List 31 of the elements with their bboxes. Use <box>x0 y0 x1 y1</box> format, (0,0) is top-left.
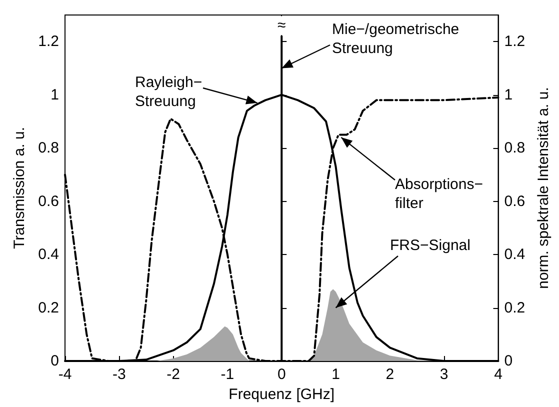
y2-tick-label: 0.8 <box>504 140 526 157</box>
y-tick-label: 0.2 <box>38 299 59 316</box>
y-axis-title: Transmission a. u. <box>11 127 28 249</box>
y-tick-label: 0.4 <box>38 246 59 264</box>
y-tick-label: 1 <box>50 86 59 104</box>
x-tick-label: 4 <box>494 366 502 383</box>
x-tick-label: -2 <box>166 366 180 383</box>
y-tick-label: 0 <box>50 352 59 370</box>
annotation: Rayleigh− Streuung <box>135 74 202 110</box>
x-tick-label: -4 <box>58 366 72 383</box>
y-tick-label: 1.2 <box>38 33 59 50</box>
y2-tick-label: 0.6 <box>504 192 526 210</box>
annotation: Absorptions− filter <box>395 176 484 212</box>
x-tick-label: -1 <box>220 366 234 383</box>
y2-axis-title: norm. spektrale Intensität a. u. <box>535 87 552 289</box>
y2-tick-label: 0.4 <box>504 246 526 264</box>
x-tick-label: 3 <box>440 366 448 383</box>
y2-tick-label: 0 <box>504 352 513 370</box>
y-tick-label: 0.8 <box>38 140 59 157</box>
x-tick-label: 2 <box>386 366 394 383</box>
annotation: FRS−Signal <box>390 237 470 254</box>
annotation: Mie−/geometrische Streuung <box>332 21 460 57</box>
y2-tick-label: 0.2 <box>504 299 526 316</box>
x-axis-title: Frequenz [GHz] <box>228 386 335 403</box>
annotation: ≈ <box>278 17 286 34</box>
x-tick-label: 1 <box>332 366 340 383</box>
y2-tick-label: 1.2 <box>504 33 526 50</box>
x-tick-label: 0 <box>277 366 286 383</box>
y2-tick-label: 1 <box>504 86 513 104</box>
x-tick-label: -3 <box>112 366 126 383</box>
y-tick-label: 0.6 <box>38 192 59 210</box>
